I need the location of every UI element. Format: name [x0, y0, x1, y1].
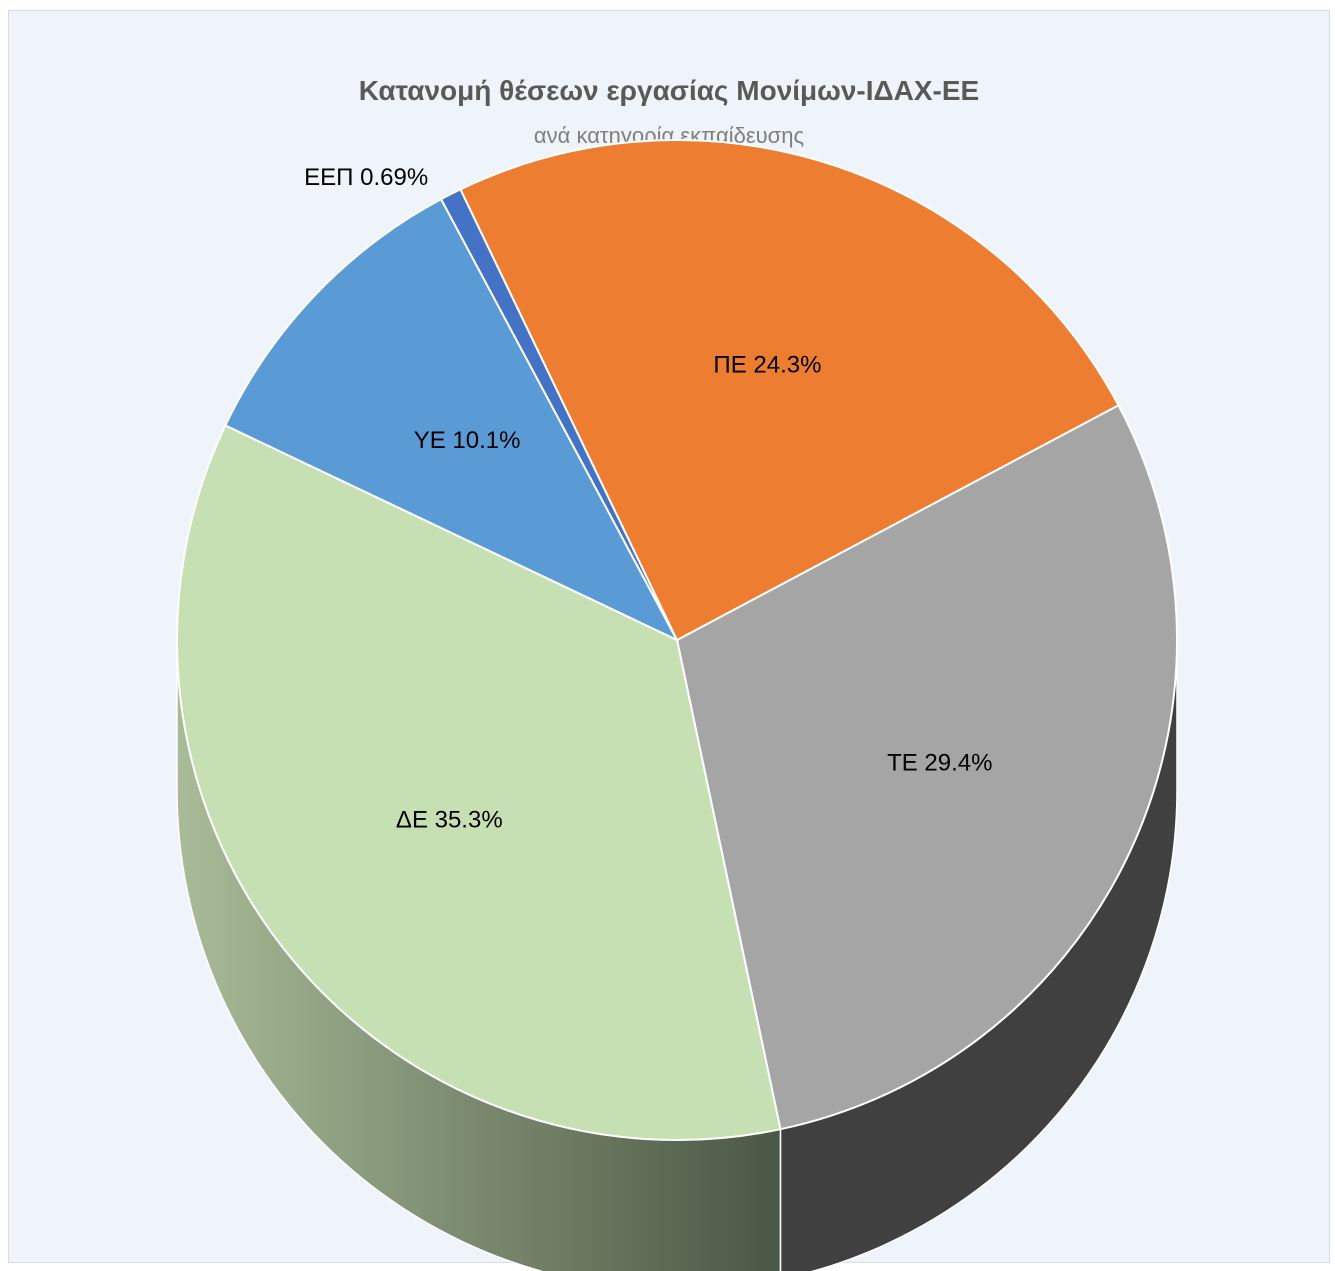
pie-slice-2: [224, 197, 680, 643]
pie-slice-4: [459, 139, 1120, 642]
pie-slice-0: [675, 403, 1178, 1131]
pie-slice-1: [175, 424, 782, 1141]
slice-label-1: ΔΕ 35.3%: [396, 807, 503, 834]
slice-label-3: ΕΕΠ 0.69%: [304, 164, 428, 191]
pie-slices: [175, 139, 1178, 1141]
chart-title: Κατανομή θέσεων εργασίας Μονίμων-ΙΔΑΧ-ΕΕ: [358, 75, 980, 106]
slice-label-0: ΤΕ 29.4%: [887, 750, 992, 777]
pie-labels: ΤΕ 29.4% ΔΕ 35.3% ΥΕ 10.1% ΕΕΠ 0.69% ΠΕ 24.3…: [304, 164, 992, 833]
slice-label-2: ΥΕ 10.1%: [414, 427, 521, 454]
slice-label-4: ΠΕ 24.3%: [713, 351, 821, 378]
